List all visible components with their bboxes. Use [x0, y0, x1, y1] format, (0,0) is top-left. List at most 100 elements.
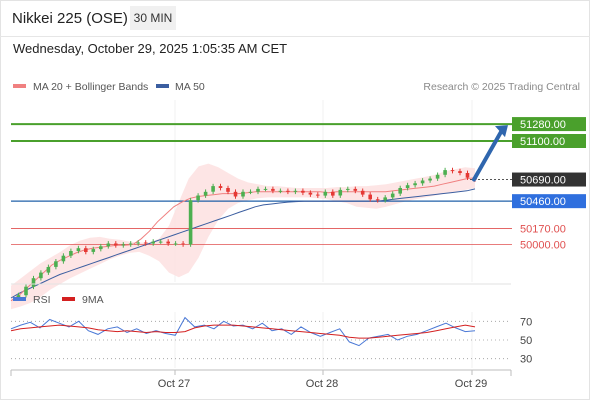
price-legend: MA 20 + Bollinger Bands MA 50 Research ©…: [13, 81, 580, 93]
rsi-ma-line: [10, 324, 476, 339]
chart-datetime: Wednesday, October 29, 2025 1:05:35 AM C…: [13, 41, 288, 56]
time-tick-label: Oct 29: [455, 378, 487, 390]
candle-body: [428, 178, 432, 181]
candle-body: [263, 188, 268, 190]
resistance-label-box: [512, 117, 586, 132]
candle-body: [233, 191, 238, 197]
bollinger-band-area: [11, 163, 475, 310]
candle-body: [128, 243, 133, 245]
bollinger-bands: [11, 163, 475, 310]
candle-body: [450, 170, 455, 172]
candle-body: [54, 261, 58, 267]
candle-body: [69, 251, 73, 256]
resistance-label-box: [512, 134, 586, 148]
candle-body: [158, 241, 163, 243]
candle-body: [248, 191, 253, 193]
candle-body: [405, 185, 410, 188]
candle-body: [346, 188, 350, 190]
rsi-ma-legend-swatch: [62, 297, 75, 301]
candle-body: [360, 190, 365, 195]
ma50-line: [10, 188, 476, 299]
candle-body: [114, 243, 118, 246]
candle-body: [143, 242, 148, 244]
candle-body: [31, 278, 36, 287]
candle-body: [286, 190, 290, 192]
candle-body: [375, 199, 380, 201]
candle-body: [46, 267, 51, 273]
chart-header: Nikkei 225 (OSE) 30 MIN: [0, 0, 590, 37]
rsi-tick-label: 70: [520, 316, 532, 328]
candle-body: [16, 295, 21, 298]
candle-body: [293, 190, 298, 192]
rsi-ma-legend-label: 9MA: [82, 294, 104, 306]
resistance-label: 51280.00: [520, 119, 566, 131]
candle-body: [271, 188, 275, 191]
candle-body: [106, 243, 111, 247]
candle-body: [196, 195, 200, 201]
time-tick-label: Oct 28: [306, 378, 338, 390]
interval-button[interactable]: 30 MIN: [130, 6, 176, 30]
candle-body: [338, 189, 343, 196]
candle-body: [316, 194, 320, 196]
ma20-legend-swatch: [13, 84, 26, 88]
ma20-legend-label: MA 20 + Bollinger Bands: [33, 81, 148, 93]
candle-body: [151, 241, 155, 244]
rsi-line: [10, 316, 476, 347]
last-price-label-box: [512, 172, 586, 187]
candle-body: [465, 173, 470, 178]
rsi-legend: RSI 9MA: [13, 294, 104, 306]
candle-body: [166, 241, 170, 244]
candlesticks: [16, 167, 477, 300]
support-label: 50000.00: [520, 239, 566, 251]
resistance-label: 51100.00: [520, 136, 565, 148]
candle-body: [390, 193, 395, 198]
ma50-legend-swatch: [156, 84, 169, 88]
rsi-lines: [10, 316, 476, 347]
candle-body: [308, 192, 313, 195]
candle-body: [435, 174, 440, 179]
time-axis: Oct 27 Oct 28 Oct 29: [10, 369, 512, 390]
ma50-legend-label: MA 50: [175, 81, 205, 93]
candle-body: [278, 190, 283, 192]
candle-body: [256, 188, 260, 192]
candle-body: [420, 180, 425, 184]
candle-body: [323, 191, 328, 196]
candle-body: [218, 186, 223, 188]
candle-body: [443, 170, 447, 175]
pivot-label: 50460.00: [520, 196, 566, 208]
rsi-legend-label: RSI: [33, 294, 51, 306]
rsi-grid: [11, 320, 511, 360]
candle-body: [368, 194, 372, 200]
rsi-tick-label: 30: [520, 354, 532, 366]
candle-body: [211, 186, 215, 192]
level-lines: [11, 123, 512, 245]
candle-body: [136, 242, 140, 244]
support-label: 50170.00: [520, 223, 566, 235]
candle-body: [203, 191, 208, 196]
candle-body: [84, 248, 88, 252]
pivot-label-box: [512, 194, 586, 209]
candle-body: [226, 188, 230, 192]
candle-body: [121, 244, 126, 246]
candle-body: [398, 188, 402, 194]
candle-body: [181, 243, 185, 245]
time-tick-label: Oct 27: [158, 378, 190, 390]
candle-body: [188, 200, 193, 245]
candle-body: [331, 191, 335, 196]
candle-body: [458, 171, 462, 173]
target-arrow: [472, 125, 508, 182]
credit-text: Research © 2025 Trading Central: [423, 81, 580, 93]
candle-body: [91, 249, 96, 252]
candle-body: [353, 188, 358, 191]
candle-body: [413, 183, 417, 186]
target-arrow-shaft: [472, 128, 504, 182]
candle-body: [173, 243, 178, 245]
candle-body: [76, 248, 81, 251]
target-arrow-head: [495, 125, 508, 138]
candle-body: [39, 272, 43, 279]
instrument-title: Nikkei 225 (OSE): [12, 10, 128, 27]
candle-body: [383, 197, 387, 201]
rsi-axis-ticks: 70 50 30: [520, 316, 532, 365]
candle-body: [24, 286, 28, 296]
